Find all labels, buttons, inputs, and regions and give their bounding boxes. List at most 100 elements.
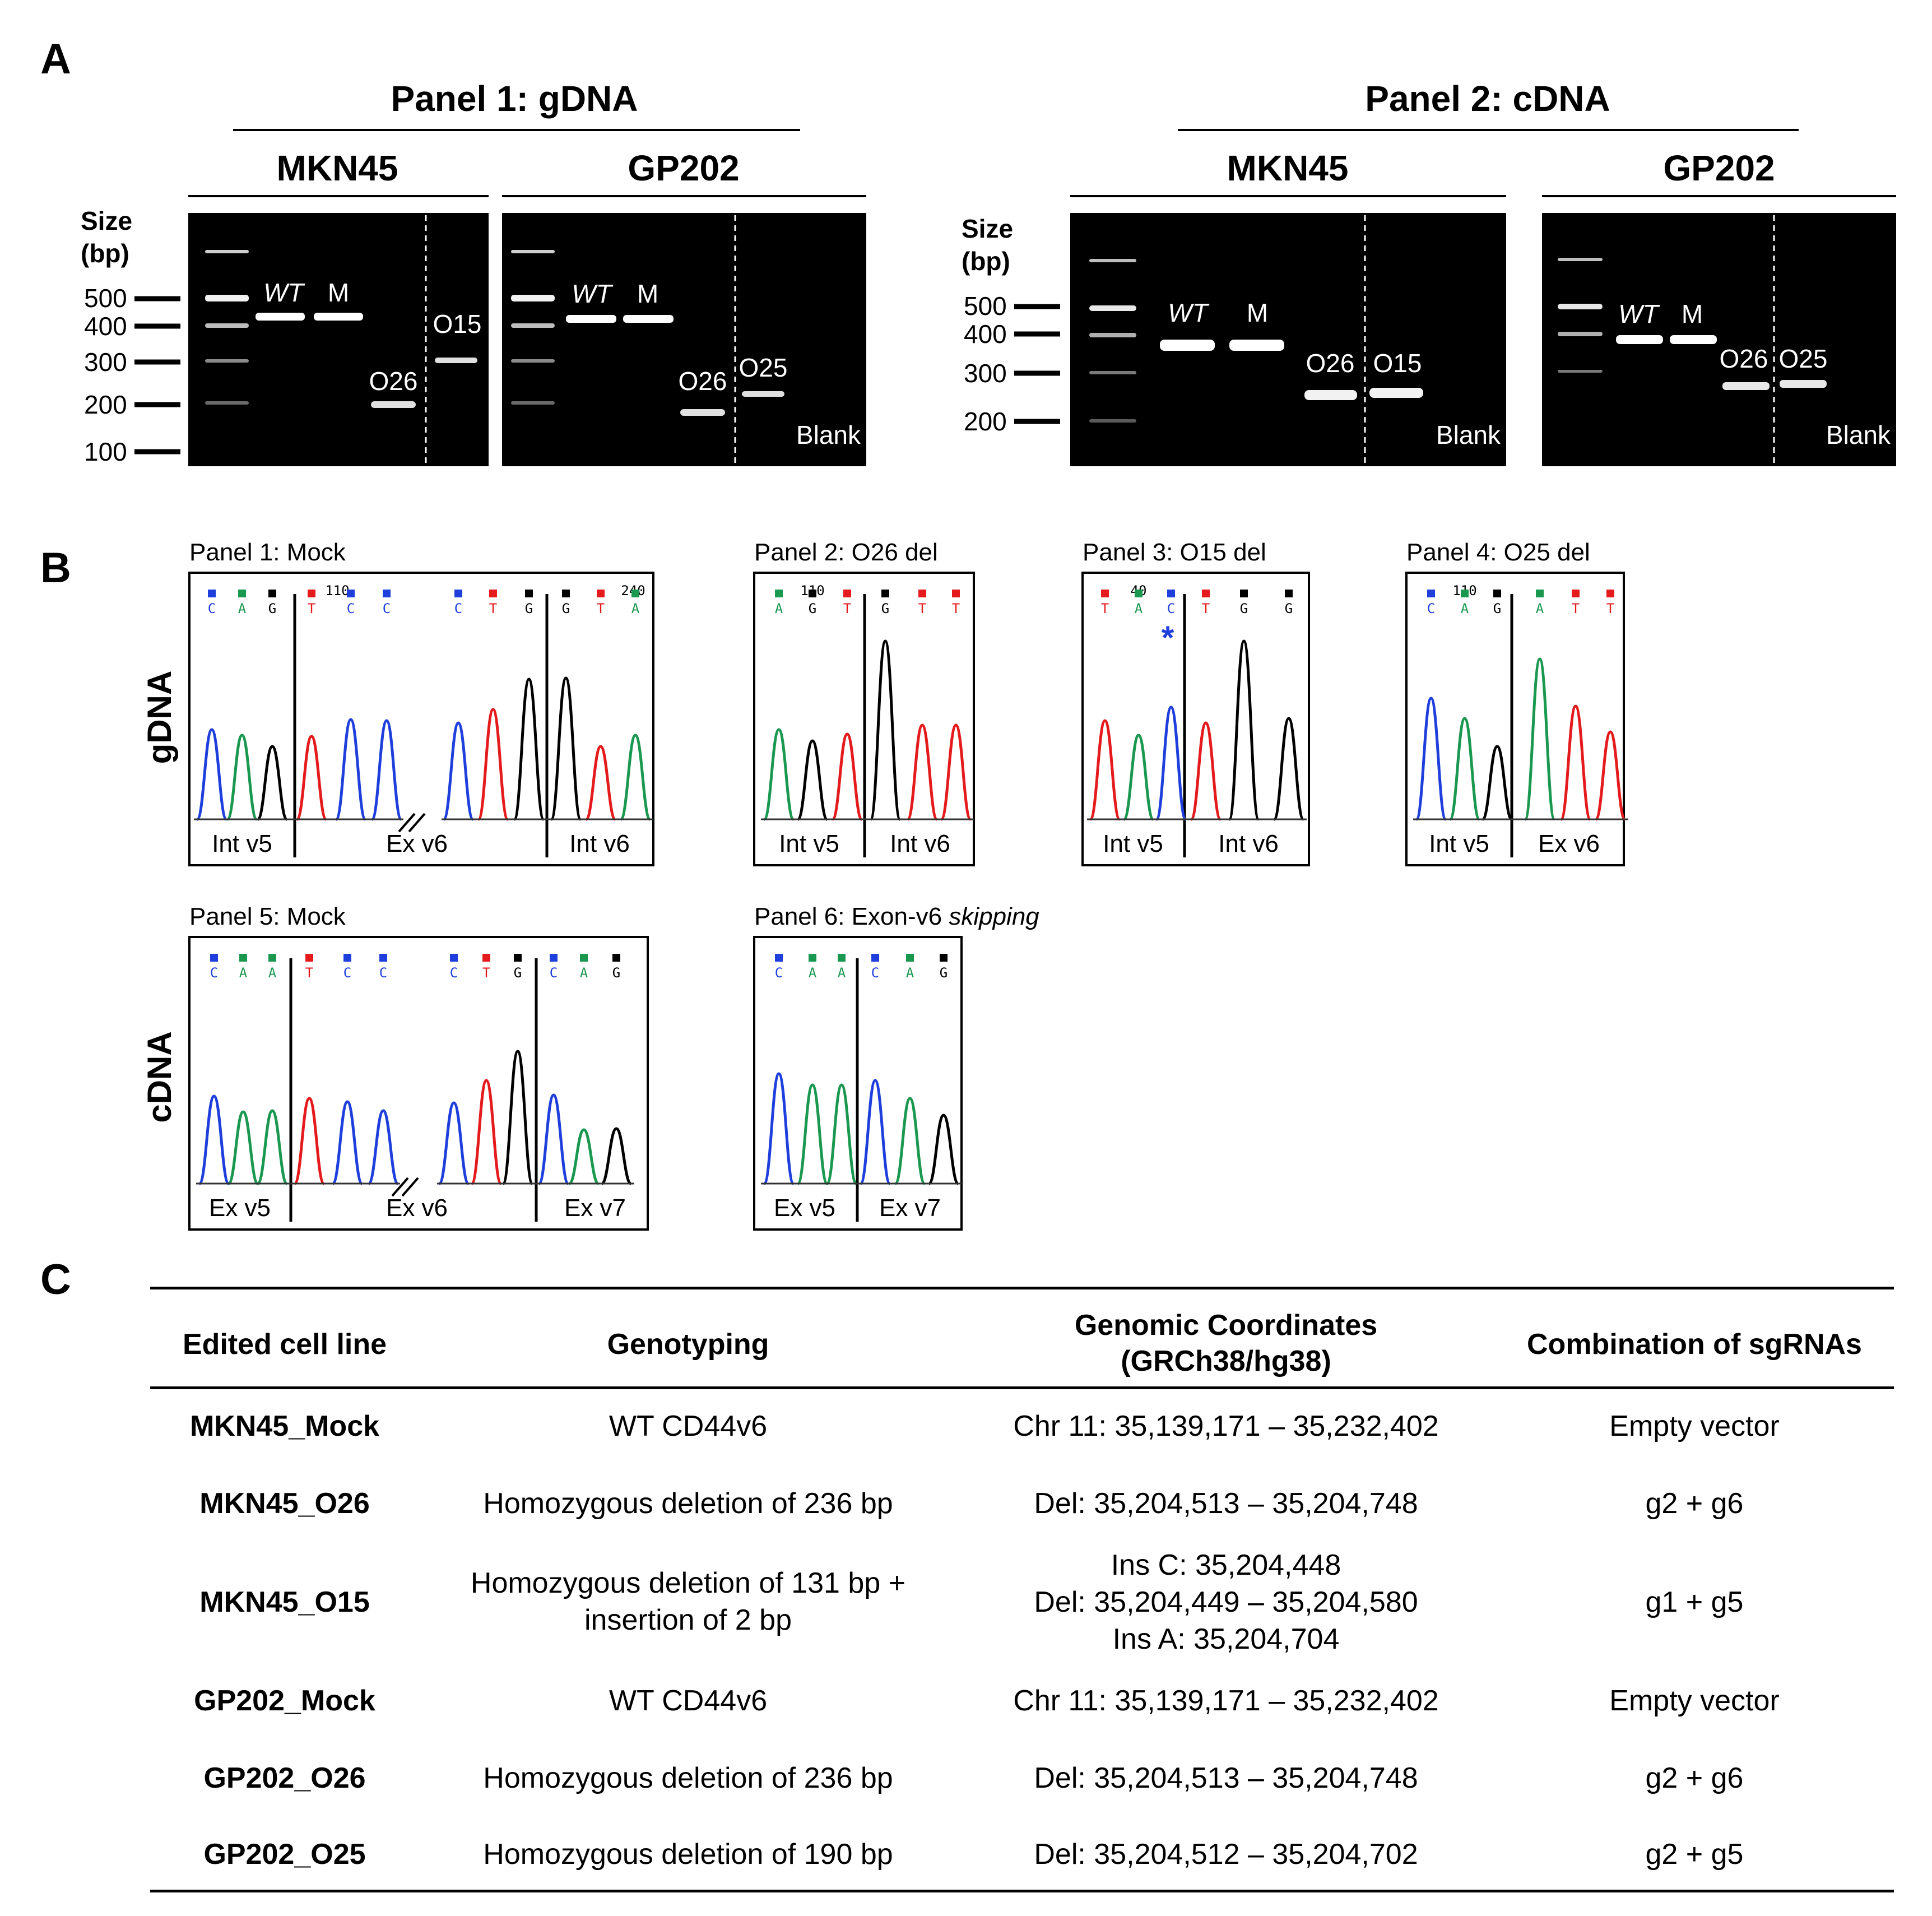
size-unit-p2: (bp)	[962, 247, 1010, 276]
trace-peak	[256, 1109, 289, 1185]
row4-cell-line: GP202_Mock	[194, 1685, 375, 1717]
trace-peak	[796, 739, 829, 821]
chrom6-region-1: Ex v5	[774, 1194, 835, 1222]
trace-peak	[1448, 717, 1481, 821]
base-call: C	[1427, 601, 1435, 616]
chrom-title-6-italic: skipping	[949, 903, 1039, 930]
gel3-lane-blank: Blank	[1436, 420, 1501, 449]
gel4-lane-wt: WT	[1618, 299, 1660, 328]
trace-peak	[1559, 704, 1592, 821]
base-marker	[1606, 590, 1614, 597]
ladder-p1-100: 100	[84, 437, 127, 466]
trace-peak	[331, 1100, 364, 1185]
ladder-p1-400: 400	[84, 312, 127, 341]
base-call: A	[775, 601, 783, 616]
trace-peak	[1190, 721, 1222, 821]
base-call: G	[940, 965, 948, 981]
header-sgrna-combination: Combination of sgRNAs	[1527, 1328, 1862, 1361]
base-call: C	[450, 965, 458, 981]
trace-peak	[906, 723, 939, 821]
base-marker	[514, 954, 522, 962]
base-call: A	[1135, 601, 1143, 616]
base-call: T	[1572, 601, 1580, 616]
base-marker	[775, 954, 783, 962]
header-edited-cell-line: Edited cell line	[182, 1328, 387, 1361]
base-marker	[871, 954, 879, 962]
panel1-title: Panel 1: gDNA	[391, 78, 638, 119]
size-label-p1: Size	[81, 206, 132, 235]
gel-a4-cell-line: GP202	[1663, 148, 1775, 188]
base-call: T	[918, 601, 926, 616]
gel4-lane-blank: Blank	[1826, 420, 1891, 449]
chrom-title-4: Panel 4: O25 del	[1406, 539, 1590, 566]
base-marker	[305, 954, 313, 962]
trace-peak	[1481, 745, 1513, 821]
trace-peak	[1594, 730, 1627, 821]
base-marker	[1536, 590, 1544, 597]
base-call: G	[612, 965, 620, 981]
size-label-p2: Size	[962, 214, 1013, 243]
row1-sgrna: Empty vector	[1609, 1410, 1780, 1442]
trace-peak	[367, 1109, 400, 1185]
trace-peak	[470, 1079, 503, 1185]
chrom2-region-1: Int v5	[779, 830, 839, 857]
chromatogram-traces: C A G T C C C T G G T A A G T G T T T A C T G G C A G A T T C A A T C C C T G C…	[194, 590, 1628, 1185]
base-call: A	[906, 965, 914, 981]
base-marker	[1493, 590, 1501, 597]
base-marker	[383, 590, 391, 597]
gel2-lane-m: M	[637, 279, 658, 308]
chrom3-insertion-marker: *	[1162, 620, 1174, 656]
trace-peak	[477, 708, 509, 821]
base-call: T	[305, 965, 313, 981]
ladder-p1-200: 200	[84, 390, 127, 419]
row-label-cdna: cDNA	[141, 1031, 178, 1122]
row6-coords: Del: 35,204,512 – 35,204,702	[1034, 1838, 1418, 1871]
chrom-title-6: Panel 6: Exon-v6 skipping	[754, 903, 1039, 930]
row6-genotype: Homozygous deletion of 190 bp	[483, 1838, 893, 1871]
ladder-p1-500: 500	[84, 284, 127, 313]
base-marker	[525, 590, 533, 597]
header-genotyping: Genotyping	[607, 1328, 769, 1361]
row4-coords: Chr 11: 35,139,171 – 35,232,402	[1013, 1685, 1439, 1717]
base-marker	[580, 954, 588, 962]
trace-peak	[370, 719, 403, 821]
base-marker	[1135, 590, 1143, 597]
chrom-title-2: Panel 2: O26 del	[754, 539, 938, 566]
row4-genotype: WT CD44v6	[609, 1685, 768, 1717]
chrom-title-6-main: Panel 6: Exon-v6	[754, 903, 949, 930]
trace-peak	[763, 1072, 795, 1185]
base-call: T	[482, 965, 490, 981]
chrom4-region-1: Int v5	[1429, 830, 1489, 857]
row-label-gdna: gDNA	[141, 671, 178, 764]
chrom5-region-3: Ex v7	[564, 1194, 626, 1222]
base-call: C	[347, 601, 355, 616]
chrom3-region-1: Int v5	[1103, 830, 1163, 857]
base-marker	[454, 590, 462, 597]
base-marker	[1240, 590, 1248, 597]
row3-genotype-line1: Homozygous deletion of 131 bp +	[470, 1567, 906, 1599]
base-call: G	[1493, 601, 1501, 616]
trace-peak	[513, 678, 545, 821]
gel3-lane-o15: O15	[1373, 349, 1422, 378]
trace-peak	[198, 1094, 230, 1185]
trace-peak	[442, 721, 475, 821]
trace-peak	[537, 1093, 570, 1185]
table-header-rule	[150, 1386, 1894, 1389]
gel4-lane-o25: O25	[1779, 344, 1828, 373]
row5-genotype: Homozygous deletion of 236 bp	[483, 1762, 893, 1794]
base-marker	[308, 590, 315, 597]
base-marker	[379, 954, 387, 962]
chrom5-region-1: Ex v5	[209, 1194, 271, 1222]
base-marker	[1461, 590, 1469, 597]
base-marker	[238, 590, 246, 597]
row1-genotype: WT CD44v6	[609, 1410, 768, 1442]
trace-peak	[619, 734, 652, 821]
row5-coords: Del: 35,204,513 – 35,204,748	[1034, 1762, 1418, 1794]
gel1-lane-wt: WT	[263, 278, 305, 307]
figure-a-gels: Panel 1: gDNA Panel 2: cDNA MKN45 GP202 …	[81, 78, 1896, 466]
gel4-lane-m: M	[1682, 299, 1703, 328]
chrom6-region-2: Ex v7	[879, 1194, 941, 1222]
chrom-title-3: Panel 3: O15 del	[1083, 539, 1266, 566]
ladder-p2-400: 400	[964, 319, 1007, 349]
base-marker	[809, 954, 816, 962]
